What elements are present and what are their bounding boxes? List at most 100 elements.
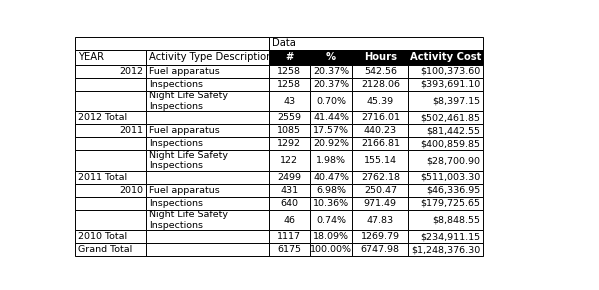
Text: 2166.81: 2166.81 xyxy=(361,139,400,148)
Bar xyxy=(269,37,483,50)
Bar xyxy=(408,91,483,111)
Text: 2716.01: 2716.01 xyxy=(361,113,400,122)
Text: Fuel apparatus: Fuel apparatus xyxy=(149,67,220,76)
Bar xyxy=(352,111,408,124)
Text: Inspections: Inspections xyxy=(149,199,203,208)
Bar xyxy=(352,197,408,210)
Text: 10.36%: 10.36% xyxy=(313,199,349,208)
Text: 40.47%: 40.47% xyxy=(313,173,349,182)
Text: 2012 Total: 2012 Total xyxy=(78,113,127,122)
Bar xyxy=(146,124,269,137)
Bar xyxy=(408,124,483,137)
Bar xyxy=(310,91,352,111)
Bar xyxy=(408,171,483,184)
Bar xyxy=(352,65,408,78)
Bar xyxy=(75,111,269,124)
Text: 1258: 1258 xyxy=(277,67,301,76)
Text: 2010: 2010 xyxy=(119,186,143,195)
Text: 6175: 6175 xyxy=(277,245,301,254)
Text: Inspections: Inspections xyxy=(149,80,203,89)
Bar xyxy=(269,184,310,197)
Bar xyxy=(146,171,269,184)
Text: Data: Data xyxy=(272,38,295,48)
Bar xyxy=(146,197,269,210)
Bar xyxy=(146,243,269,256)
Text: $234,911.15: $234,911.15 xyxy=(420,232,480,241)
Bar xyxy=(408,65,483,78)
Bar xyxy=(75,137,146,151)
Bar xyxy=(310,151,352,171)
Bar xyxy=(75,91,146,111)
Text: 45.39: 45.39 xyxy=(367,97,394,106)
Bar xyxy=(269,50,310,65)
Text: Night Life Safety
Inspections: Night Life Safety Inspections xyxy=(149,91,228,111)
Text: 43: 43 xyxy=(283,97,295,106)
Bar xyxy=(75,184,146,197)
Text: 2762.18: 2762.18 xyxy=(361,173,400,182)
Bar xyxy=(146,50,269,65)
Text: 18.09%: 18.09% xyxy=(313,232,349,241)
Text: $8,397.15: $8,397.15 xyxy=(432,97,480,106)
Bar xyxy=(269,65,310,78)
Bar xyxy=(408,50,483,65)
Text: Night Life Safety
Inspections: Night Life Safety Inspections xyxy=(149,210,228,230)
Bar xyxy=(269,243,310,256)
Bar xyxy=(310,230,352,243)
Bar xyxy=(310,137,352,151)
Text: Activity Type Description: Activity Type Description xyxy=(149,52,272,62)
Bar xyxy=(75,210,146,230)
Text: 20.37%: 20.37% xyxy=(313,67,349,76)
Text: YEAR: YEAR xyxy=(78,52,104,62)
Bar xyxy=(75,65,146,78)
Bar xyxy=(352,151,408,171)
Bar xyxy=(146,78,269,91)
Text: 6747.98: 6747.98 xyxy=(361,245,400,254)
Text: $46,336.95: $46,336.95 xyxy=(426,186,480,195)
Text: $393,691.10: $393,691.10 xyxy=(420,80,480,89)
Bar xyxy=(352,243,408,256)
Bar xyxy=(269,171,310,184)
Text: 1.98%: 1.98% xyxy=(316,156,346,165)
Text: 46: 46 xyxy=(283,215,295,224)
Text: 155.14: 155.14 xyxy=(364,156,397,165)
Bar xyxy=(352,124,408,137)
Text: 2499: 2499 xyxy=(277,173,301,182)
Bar xyxy=(146,111,269,124)
Text: 41.44%: 41.44% xyxy=(313,113,349,122)
Bar xyxy=(75,124,146,137)
Bar xyxy=(352,78,408,91)
Bar xyxy=(408,210,483,230)
Bar xyxy=(269,210,310,230)
Bar xyxy=(75,171,269,184)
Bar xyxy=(146,230,269,243)
Text: 17.57%: 17.57% xyxy=(313,126,349,135)
Text: 20.92%: 20.92% xyxy=(313,139,349,148)
Bar xyxy=(75,184,146,197)
Text: 1117: 1117 xyxy=(277,232,301,241)
Text: $502,461.85: $502,461.85 xyxy=(420,113,480,122)
Bar xyxy=(269,91,310,111)
Text: 440.23: 440.23 xyxy=(364,126,397,135)
Bar xyxy=(352,171,408,184)
Text: Night Life Safety
Inspections: Night Life Safety Inspections xyxy=(149,151,228,171)
Text: 100.00%: 100.00% xyxy=(310,245,352,254)
Text: 6.98%: 6.98% xyxy=(316,186,346,195)
Bar xyxy=(310,65,352,78)
Text: $511,003.30: $511,003.30 xyxy=(420,173,480,182)
Bar xyxy=(310,111,352,124)
Text: 1269.79: 1269.79 xyxy=(361,232,400,241)
Bar xyxy=(269,137,310,151)
Text: 1085: 1085 xyxy=(277,126,301,135)
Bar xyxy=(408,151,483,171)
Text: Hours: Hours xyxy=(364,52,397,62)
Bar xyxy=(352,230,408,243)
Text: 431: 431 xyxy=(280,186,298,195)
Bar xyxy=(75,197,146,210)
Text: Fuel apparatus: Fuel apparatus xyxy=(149,186,220,195)
Bar xyxy=(352,91,408,111)
Bar xyxy=(146,91,269,111)
Bar xyxy=(269,78,310,91)
Bar xyxy=(310,78,352,91)
Text: 1258: 1258 xyxy=(277,80,301,89)
Bar xyxy=(310,171,352,184)
